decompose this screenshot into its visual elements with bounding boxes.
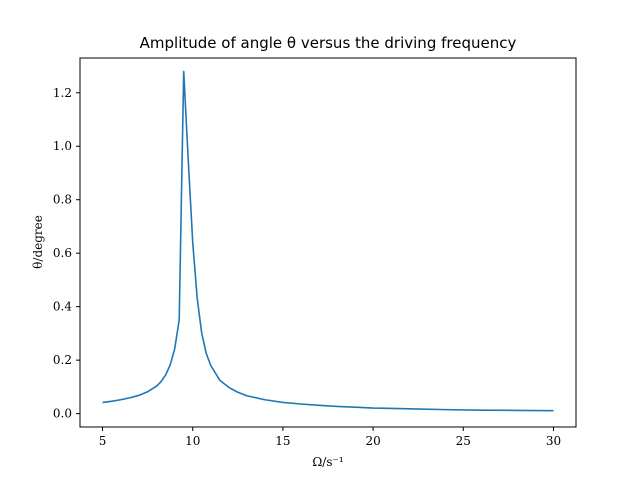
x-axis-label: Ω/s⁻¹: [312, 455, 343, 469]
x-tick-label: 30: [546, 434, 561, 448]
series-line: [102, 70, 554, 412]
y-axis-label: θ/degree: [31, 215, 45, 269]
y-tick-label: 1.2: [53, 86, 72, 100]
x-tick-label: 25: [456, 434, 471, 448]
y-tick-label: 1.0: [53, 139, 72, 153]
x-tick-label: 20: [365, 434, 380, 448]
x-tick-label: 15: [275, 434, 290, 448]
x-tick-label: 10: [185, 434, 200, 448]
y-tick-label: 0.8: [53, 193, 72, 207]
y-tick-label: 0.4: [53, 300, 72, 314]
plot-area: [79, 57, 577, 428]
y-tick-label: 0.2: [53, 353, 72, 367]
y-tick-label: 0.0: [53, 407, 72, 421]
x-tick-label: 5: [99, 434, 107, 448]
chart-title: Amplitude of angle θ versus the driving …: [140, 34, 517, 52]
y-tick-label: 0.6: [53, 246, 72, 260]
